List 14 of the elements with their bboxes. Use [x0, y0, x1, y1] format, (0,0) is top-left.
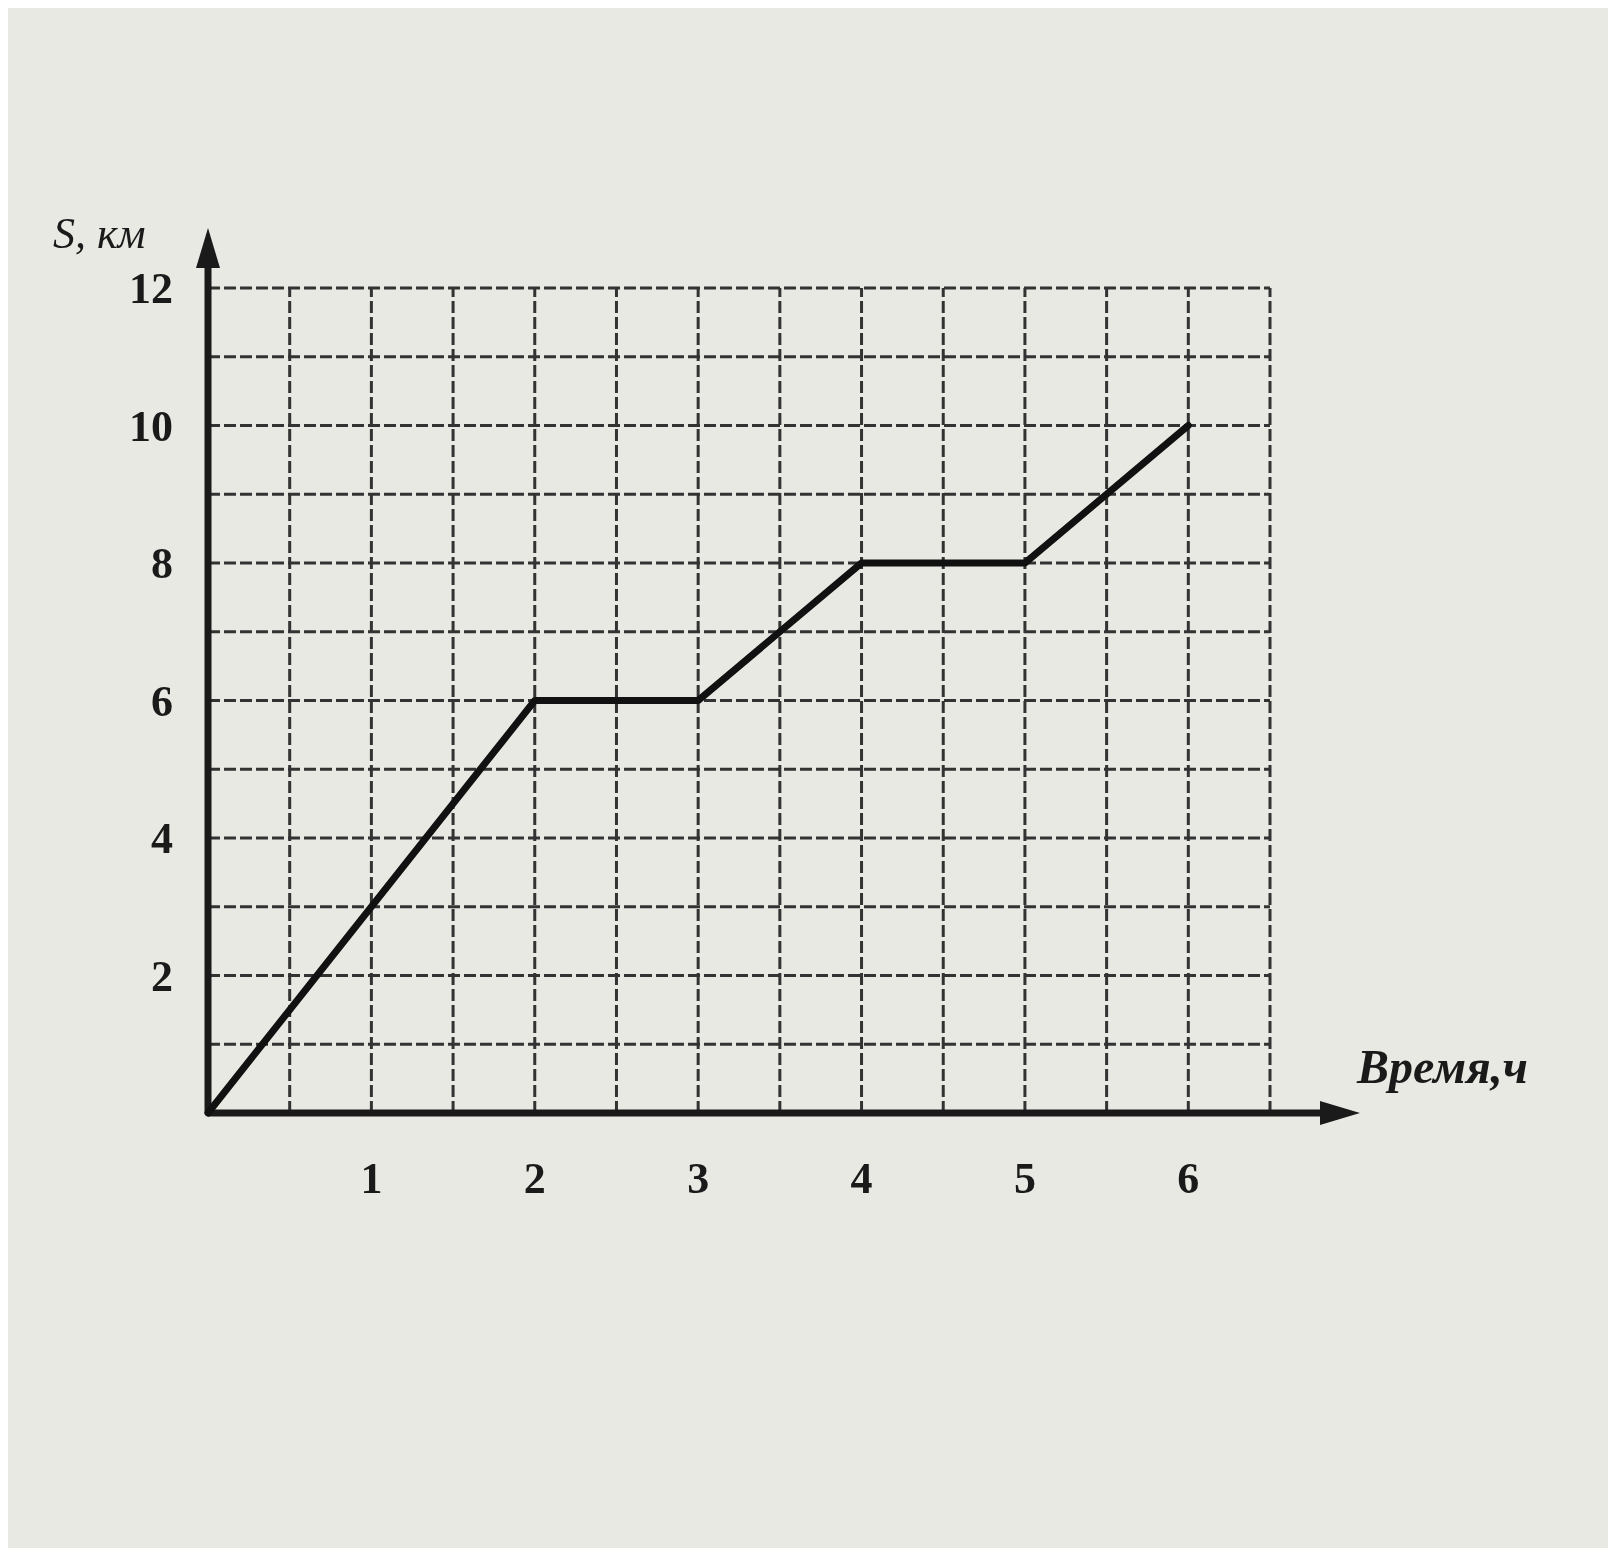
y-tick-label: 6 [151, 676, 173, 726]
x-tick-label: 6 [1177, 1154, 1200, 1203]
y-tick-label: 4 [151, 814, 173, 863]
x-tick-label: 1 [360, 1154, 383, 1203]
y-tick-label: 8 [151, 539, 173, 588]
x-axis-title: Время,ч [1356, 1040, 1528, 1093]
x-tick-label: 5 [1013, 1154, 1036, 1203]
y-tick-label: 10 [129, 401, 173, 451]
x-tick-label: 2 [523, 1154, 546, 1203]
y-tick-label: 2 [151, 951, 173, 1001]
x-tick-label: 3 [687, 1154, 710, 1203]
y-tick-label: 12 [129, 264, 173, 313]
x-tick-label: 4 [850, 1154, 873, 1203]
y-axis-title: S, км [53, 209, 146, 258]
